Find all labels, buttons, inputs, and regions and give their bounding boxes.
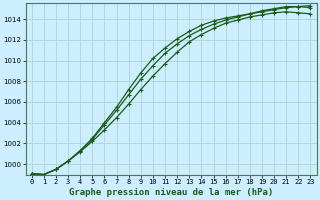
X-axis label: Graphe pression niveau de la mer (hPa): Graphe pression niveau de la mer (hPa): [69, 188, 273, 197]
